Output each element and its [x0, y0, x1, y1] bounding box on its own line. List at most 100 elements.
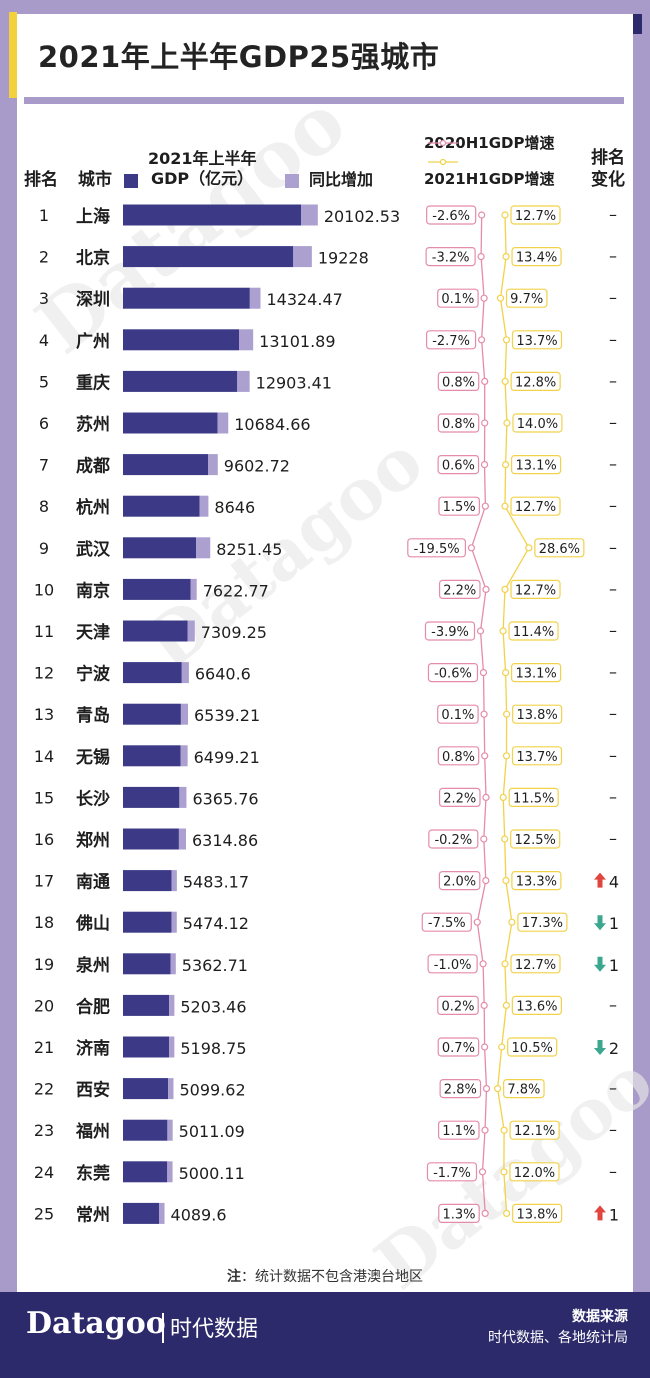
rank-change-label: 2 [609, 1039, 619, 1058]
growth2021-box [509, 1120, 560, 1140]
city-label: 福州 [75, 1121, 110, 1142]
rank-change-label: – [609, 787, 617, 806]
gdp-value-label: 9602.72 [224, 457, 290, 476]
growth2020-point [479, 960, 487, 968]
growth2020-label: -0.6% [434, 667, 472, 682]
gdp-bar [123, 703, 181, 725]
city-label: 重庆 [76, 372, 110, 393]
gdp-value-label: 5011.09 [179, 1122, 245, 1141]
growth2020-label: 1.1% [442, 1124, 475, 1139]
growth2020-label: 2.8% [444, 1083, 477, 1098]
growth2021-point [494, 1084, 502, 1093]
growth2021-point [503, 710, 511, 718]
rank-label: 15 [34, 788, 54, 807]
gdp-bar [123, 870, 172, 892]
increase-bar [179, 786, 187, 808]
gdp-bar [123, 454, 209, 476]
growth2021-point [499, 627, 507, 635]
city-label: 西安 [76, 1080, 110, 1101]
rank-label: 18 [34, 913, 54, 932]
footnote-label: 注 [227, 1269, 241, 1285]
city-label: 泉州 [75, 955, 110, 976]
gdp-bar [123, 370, 238, 392]
city-label: 天津 [76, 622, 110, 643]
growth2021-box [511, 662, 562, 683]
growth2021-point [501, 377, 509, 385]
growth2020-box [426, 1162, 478, 1182]
growth2021-label: 13.6% [516, 999, 557, 1014]
brand-logo-text: Datagoo [26, 1306, 166, 1341]
growth2020-point [477, 336, 486, 344]
growth2021-label: 12.7% [515, 209, 556, 224]
growth2020-label: 1.3% [442, 1207, 475, 1222]
legend-marker-2021 [439, 158, 447, 166]
growth2021-label: 11.4% [513, 625, 554, 640]
increase-bar [239, 329, 254, 351]
growth2020-label: 0.1% [441, 292, 474, 307]
growth2021-point [501, 502, 509, 510]
city-label: 常州 [76, 1204, 110, 1225]
rank-change-label: – [609, 746, 617, 765]
growth2021-point [500, 1168, 508, 1176]
gdp-value-label: 7622.77 [203, 581, 269, 600]
growth2020-point [481, 502, 489, 510]
growth2020-box [437, 1037, 480, 1057]
growth2020-label: 0.7% [442, 1041, 475, 1056]
city-label: 长沙 [76, 788, 110, 809]
rank-change-label: – [609, 455, 617, 474]
growth2020-box [438, 870, 481, 891]
accent-stripe-navy [633, 14, 642, 34]
gdp-bar [123, 745, 181, 767]
growth2021-point [503, 419, 511, 427]
growth2020-box [437, 288, 479, 308]
rank-label: 16 [34, 830, 54, 849]
rank-change-label: – [609, 829, 617, 848]
rank-change-label: – [609, 247, 617, 266]
growth2020-box [437, 371, 480, 391]
growth2021-label: 13.8% [516, 708, 557, 723]
gdp-value-label: 7309.25 [201, 623, 267, 642]
increase-bar [301, 204, 318, 226]
title-divider [24, 97, 624, 104]
gdp-bar [123, 911, 172, 933]
rank-change-label: – [609, 330, 617, 349]
growth2021-label: 13.1% [515, 459, 556, 474]
rank-change-label: – [609, 496, 617, 515]
header-growth2021: 2021H1GDP增速 [424, 170, 555, 188]
footnote-text: ：统计数据不包含港澳台地区 [241, 1269, 423, 1285]
rank-label: 17 [34, 872, 54, 891]
source-title: 数据来源 [572, 1309, 628, 1325]
growth2021-box [508, 787, 559, 808]
header-gdp-line1: 2021年上半年 [148, 149, 257, 168]
growth2021-point [501, 585, 509, 594]
growth2021-box [510, 829, 561, 849]
growth2021-point [501, 960, 509, 968]
growth2020-label: 0.2% [441, 999, 474, 1014]
growth2021-box [512, 1203, 563, 1224]
growth2021-point [499, 793, 507, 802]
legend-increase-swatch [285, 174, 299, 188]
growth2020-box [439, 1078, 482, 1099]
growth2020-point [481, 377, 489, 385]
growth2021-point [502, 668, 510, 677]
gdp-value-label: 5203.46 [180, 997, 246, 1016]
growth2020-box [437, 704, 479, 724]
gdp-value-label: 5000.11 [179, 1164, 245, 1183]
rank-label: 9 [39, 539, 49, 558]
rank-label: 19 [34, 955, 54, 974]
rank-label: 1 [39, 206, 49, 225]
increase-bar [169, 994, 175, 1016]
rank-change-label: – [609, 621, 617, 640]
growth2021-label: 12.8% [515, 375, 556, 390]
city-label: 宁波 [76, 664, 111, 685]
growth2021-point [502, 461, 510, 469]
rank-label: 11 [34, 622, 54, 641]
city-label: 武汉 [76, 539, 111, 560]
growth2021-label: 7.8% [507, 1083, 540, 1098]
gdp-value-label: 8251.45 [216, 540, 282, 559]
rank-change-label: – [609, 579, 617, 598]
growth2021-box [509, 1162, 560, 1182]
increase-bar [208, 454, 218, 476]
growth2020-box [427, 954, 478, 974]
